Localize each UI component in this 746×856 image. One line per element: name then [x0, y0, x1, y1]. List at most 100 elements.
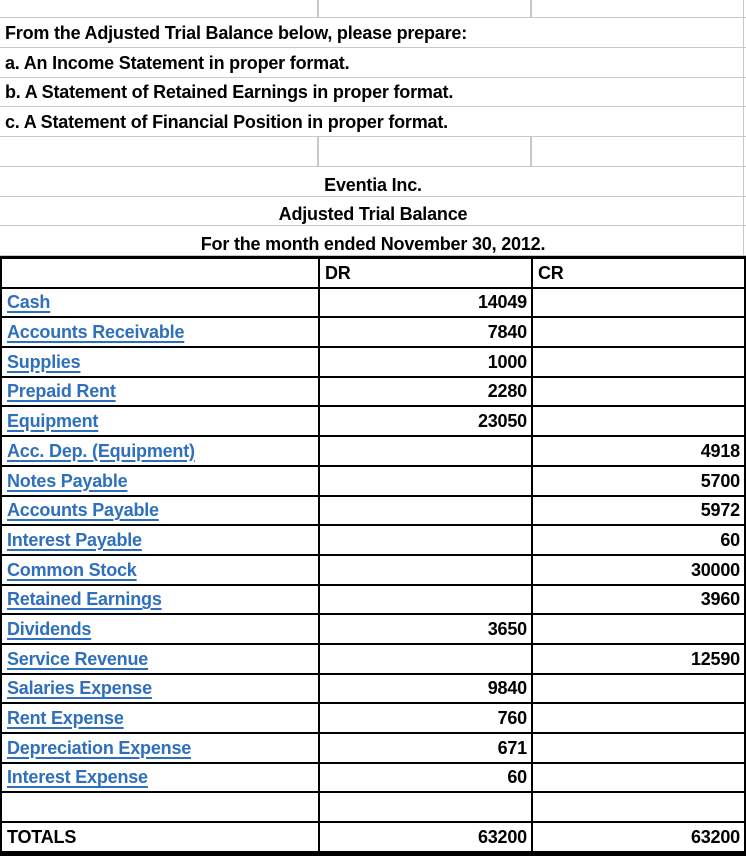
trial-balance-table: DR CR Cash 14049 Accounts Receivable 784…: [0, 256, 746, 856]
account-cell[interactable]: Common Stock: [2, 555, 320, 584]
instruction-row: a. An Income Statement in proper format.: [0, 47, 746, 78]
account-link[interactable]: Dividends: [7, 618, 92, 639]
account-cell[interactable]: Interest Expense: [2, 763, 320, 792]
cr-value-cell[interactable]: [533, 793, 746, 822]
dr-value-cell[interactable]: 3650: [320, 615, 533, 643]
account-header-cell[interactable]: [2, 259, 320, 287]
table-row: Cash 14049: [0, 288, 746, 319]
cr-value-cell[interactable]: 4918: [533, 437, 746, 465]
dr-value-cell[interactable]: [320, 496, 533, 525]
table-row: Rent Expense 760: [0, 704, 746, 734]
table-row: Interest Expense 60: [0, 763, 746, 794]
dr-value-cell[interactable]: 60: [320, 763, 533, 792]
account-cell[interactable]: Accounts Payable: [2, 496, 320, 525]
account-link[interactable]: Rent Expense: [7, 708, 124, 728]
account-link[interactable]: Interest Expense: [7, 767, 148, 788]
company-name: Eventia Inc.: [324, 174, 422, 195]
account-link[interactable]: Retained Earnings: [7, 589, 162, 610]
table-row: Accounts Payable 5972: [0, 496, 746, 527]
cr-value-cell[interactable]: [533, 763, 746, 792]
dr-column-header[interactable]: DR: [320, 259, 533, 287]
table-row: Service Revenue 12590: [0, 644, 746, 675]
dr-value-cell[interactable]: 7840: [320, 318, 533, 347]
report-title: Adjusted Trial Balance: [278, 204, 468, 225]
gridline: [742, 18, 744, 47]
account-cell[interactable]: Service Revenue: [2, 644, 320, 673]
dr-value-cell[interactable]: 14049: [320, 288, 533, 317]
dr-value-cell[interactable]: 9840: [320, 674, 533, 703]
table-row: Acc. Dep. (Equipment) 4918: [0, 437, 746, 467]
totals-dr-cell[interactable]: 63200: [320, 823, 533, 851]
cr-value-cell[interactable]: 60: [533, 526, 746, 554]
cr-value-cell[interactable]: 12590: [533, 644, 746, 673]
account-link[interactable]: Equipment: [7, 411, 99, 432]
gridline: [742, 226, 744, 255]
account-link[interactable]: Cash: [7, 292, 51, 313]
dr-value-cell[interactable]: [320, 585, 533, 614]
cr-value-cell[interactable]: [533, 704, 746, 732]
account-link[interactable]: Acc. Dep. (Equipment): [7, 440, 195, 461]
account-link[interactable]: Interest Payable: [7, 529, 142, 550]
table-row: Interest Payable 60: [0, 526, 746, 556]
cr-value-cell[interactable]: 3960: [533, 585, 746, 614]
gridline: [742, 0, 744, 17]
account-link[interactable]: Supplies: [7, 351, 81, 372]
account-cell[interactable]: Accounts Receivable: [2, 318, 320, 347]
cr-value-cell[interactable]: [533, 288, 746, 317]
cr-value-cell[interactable]: [533, 674, 746, 703]
account-cell[interactable]: Prepaid Rent: [2, 377, 320, 406]
totals-label-cell[interactable]: TOTALS: [2, 823, 320, 851]
table-row: Supplies 1000: [0, 348, 746, 378]
table-row: Notes Payable 5700: [0, 466, 746, 497]
dr-value-cell[interactable]: [320, 466, 533, 495]
account-cell[interactable]: Equipment: [2, 407, 320, 436]
dr-value-cell[interactable]: 760: [320, 704, 533, 732]
cr-value-cell[interactable]: [533, 734, 746, 762]
title-row: Eventia Inc.: [0, 166, 746, 197]
table-row: Prepaid Rent 2280: [0, 377, 746, 408]
account-link[interactable]: Accounts Payable: [7, 500, 159, 521]
account-link[interactable]: Service Revenue: [7, 648, 149, 669]
account-link[interactable]: Accounts Receivable: [7, 322, 185, 343]
account-cell[interactable]: Depreciation Expense: [2, 734, 320, 762]
account-cell[interactable]: Notes Payable: [2, 466, 320, 495]
cr-value-cell[interactable]: [533, 318, 746, 347]
cr-value-cell[interactable]: [533, 407, 746, 436]
account-cell[interactable]: Rent Expense: [2, 704, 320, 732]
dr-value-cell[interactable]: [320, 555, 533, 584]
cr-value-cell[interactable]: 5972: [533, 496, 746, 525]
dr-value-cell[interactable]: [320, 644, 533, 673]
dr-value-cell[interactable]: 1000: [320, 348, 533, 376]
cr-value-cell[interactable]: [533, 377, 746, 406]
instruction-row: c. A Statement of Financial Position in …: [0, 107, 746, 137]
cr-value-cell[interactable]: [533, 348, 746, 376]
totals-cr-cell[interactable]: 63200: [533, 823, 746, 851]
totals-row: TOTALS 63200 63200: [0, 823, 746, 856]
account-cell[interactable]: Interest Payable: [2, 526, 320, 554]
account-link[interactable]: Prepaid Rent: [7, 381, 116, 402]
dr-value-cell[interactable]: 2280: [320, 377, 533, 406]
dr-value-cell[interactable]: 671: [320, 734, 533, 762]
account-link[interactable]: Salaries Expense: [7, 678, 152, 699]
table-row: Depreciation Expense 671: [0, 734, 746, 764]
dr-value-cell[interactable]: [320, 793, 533, 822]
account-cell[interactable]: Salaries Expense: [2, 674, 320, 703]
account-cell[interactable]: Acc. Dep. (Equipment): [2, 437, 320, 465]
account-cell[interactable]: Cash: [2, 288, 320, 317]
cr-value-cell[interactable]: 30000: [533, 555, 746, 584]
cr-column-header[interactable]: CR: [533, 259, 746, 287]
gridline: [742, 196, 744, 226]
account-cell[interactable]: [2, 793, 320, 822]
account-cell[interactable]: Supplies: [2, 348, 320, 376]
account-cell[interactable]: Retained Earnings: [2, 585, 320, 614]
account-link[interactable]: Common Stock: [7, 559, 137, 580]
dr-value-cell[interactable]: 23050: [320, 407, 533, 436]
dr-value-cell[interactable]: [320, 526, 533, 554]
table-row: Common Stock 30000: [0, 555, 746, 586]
account-link[interactable]: Notes Payable: [7, 470, 128, 491]
cr-value-cell[interactable]: [533, 615, 746, 643]
account-cell[interactable]: Dividends: [2, 615, 320, 643]
cr-value-cell[interactable]: 5700: [533, 466, 746, 495]
dr-value-cell[interactable]: [320, 437, 533, 465]
account-link[interactable]: Depreciation Expense: [7, 737, 192, 758]
